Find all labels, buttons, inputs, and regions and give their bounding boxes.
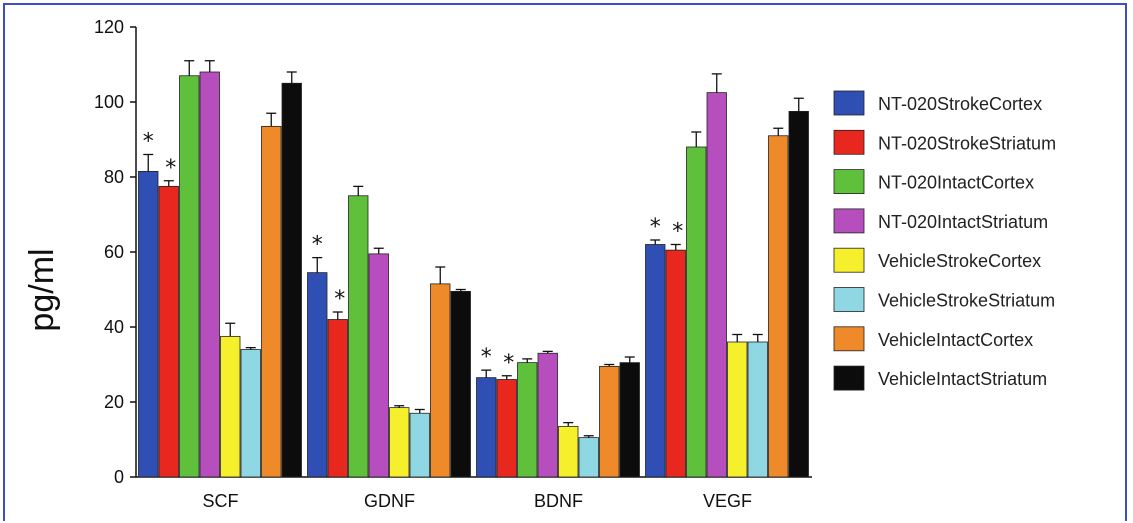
legend-swatch [833,326,865,352]
x-tick-label: SCF [203,491,239,511]
bars-group: * * SCF * * GDNF * * BDNF * * VEGF [138,60,809,511]
significance-star: * [503,351,514,376]
legend-label: VehicleStrokeCortex [878,251,1041,271]
significance-star: * [165,156,176,181]
legend-swatch [833,247,865,273]
legend-item: VehicleIntactCortex [833,326,1033,352]
legend-swatch [833,287,865,312]
significance-star: * [672,220,683,245]
bar [281,82,302,478]
legend-swatch [833,365,865,391]
bar [558,425,579,478]
bar [138,170,159,478]
bar [348,195,369,478]
figure-frame: pg/ml 0 20 40 60 80 100 120 * * SCF * * GDNF * * BDNF *… [3,3,1127,521]
legend-swatch [833,208,865,234]
legend-swatch [833,90,865,116]
bar-group-gdnf: * * GDNF [307,185,471,511]
bar [199,71,220,478]
bar [261,125,282,478]
y-tick-label: 0 [114,467,124,487]
bar [179,75,200,478]
x-tick-label: GDNF [364,491,415,511]
bar [476,377,497,478]
legend-label: VehicleIntactStriatum [878,369,1047,389]
bar [788,110,809,478]
legend-item: VehicleStrokeStriatum [833,287,1055,312]
bar [578,437,599,478]
significance-star: * [481,345,492,370]
y-tick-label: 60 [104,242,124,262]
y-tick-label: 120 [94,17,124,37]
y-tick-label: 40 [104,317,124,337]
legend-label: NT-020IntactCortex [878,173,1034,193]
legend-label: NT-020StrokeCortex [878,94,1042,114]
legend-label: NT-020IntactStriatum [878,212,1048,232]
bar [747,341,768,478]
bar [727,341,748,478]
bar [327,319,348,478]
bar-group-scf: * * SCF [138,60,302,511]
x-tick-label: VEGF [703,491,752,511]
bar [368,253,389,478]
bar [240,349,261,478]
bar [619,362,640,478]
y-tick-label: 80 [104,167,124,187]
bar [496,379,517,478]
legend-label: NT-020StrokeStriatum [878,133,1056,153]
bar-group-vegf: * * VEGF [645,73,809,511]
legend-label: VehicleIntactCortex [878,330,1033,350]
legend-item: NT-020StrokeStriatum [833,129,1056,155]
significance-star: * [334,287,345,312]
bar [768,135,789,478]
legend-label: VehicleStrokeStriatum [878,291,1055,311]
bar [517,362,538,478]
bar [430,283,451,478]
bar [389,407,410,478]
bar [686,146,707,478]
significance-star: * [312,233,323,258]
y-tick-label: 20 [104,392,124,412]
bar-group-bdnf: * * BDNF [476,345,640,511]
bar [307,272,328,478]
legend-item: NT-020IntactCortex [833,169,1034,195]
bar [409,412,430,478]
y-tick-label: 100 [94,92,124,112]
bar [706,92,727,478]
legend-item: NT-020StrokeCortex [833,90,1042,116]
legend-item: VehicleStrokeCortex [833,247,1041,273]
bar [645,244,666,478]
legend: NT-020StrokeCortex NT-020StrokeStriatum NT… [833,90,1056,391]
bar [220,335,241,478]
significance-star: * [650,215,661,240]
legend-swatch [833,129,865,155]
bar [158,185,179,478]
legend-item: NT-020IntactStriatum [833,208,1048,234]
legend-swatch [833,169,865,195]
significance-star: * [143,130,154,155]
bar [665,249,686,478]
bar [599,365,620,478]
bar [537,352,558,478]
x-tick-label: BDNF [534,491,583,511]
legend-item: VehicleIntactStriatum [833,365,1047,391]
bar [450,290,471,478]
y-axis-label: pg/ml [23,248,61,331]
